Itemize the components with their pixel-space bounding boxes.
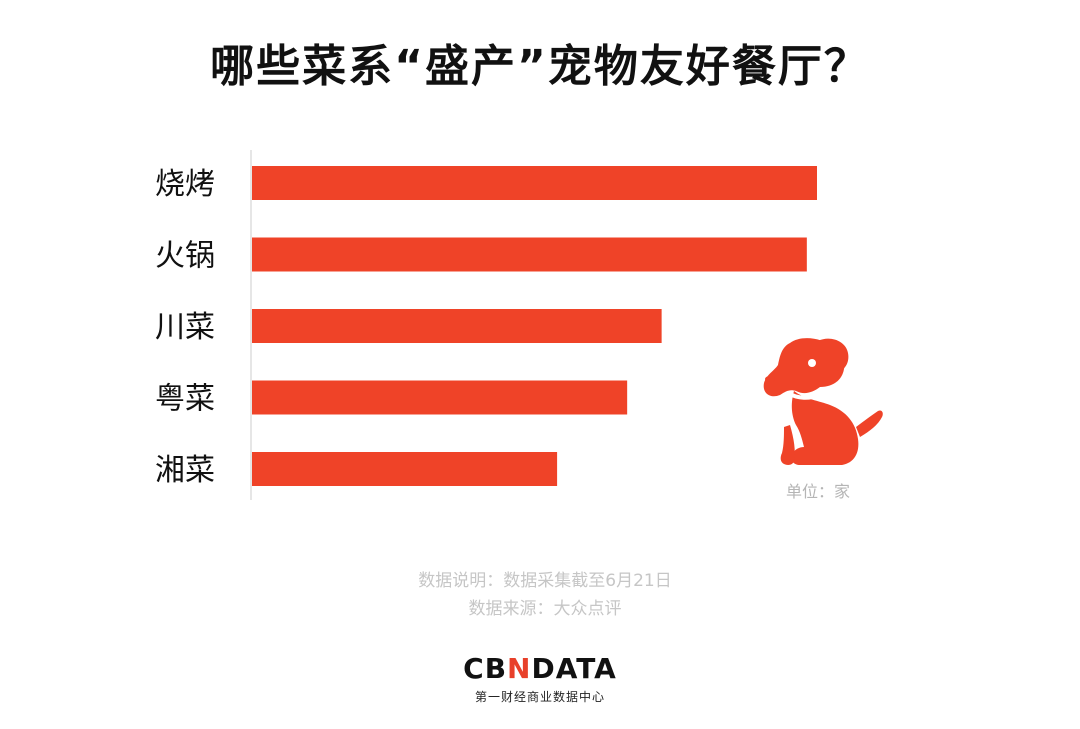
logo-mark: N	[507, 652, 532, 685]
data-note: 数据说明：数据采集截至6月21日	[418, 571, 672, 591]
bar	[252, 166, 817, 200]
dog-icon	[763, 338, 883, 465]
bar	[252, 380, 628, 415]
category-label: 烧烤	[155, 167, 215, 202]
logo-subtitle: 第一财经商业数据中心	[474, 690, 605, 704]
chart-title: 哪些菜系“盛产”宠物友好餐厅？	[210, 41, 870, 92]
bar	[252, 452, 558, 486]
category-label: 湘菜	[155, 453, 215, 488]
category-label: 粤菜	[155, 382, 215, 417]
category-label: 火锅	[155, 239, 215, 274]
bar	[252, 237, 807, 272]
bar	[252, 309, 662, 343]
source-note: 数据来源：大众点评	[468, 599, 622, 619]
category-label: 川菜	[155, 310, 215, 345]
cbndata-logo: CBNDATA	[0, 652, 1080, 685]
logo-text-left: CB	[463, 652, 508, 685]
unit-label: 单位：家	[786, 482, 851, 501]
logo-text-right: DATA	[531, 652, 617, 685]
